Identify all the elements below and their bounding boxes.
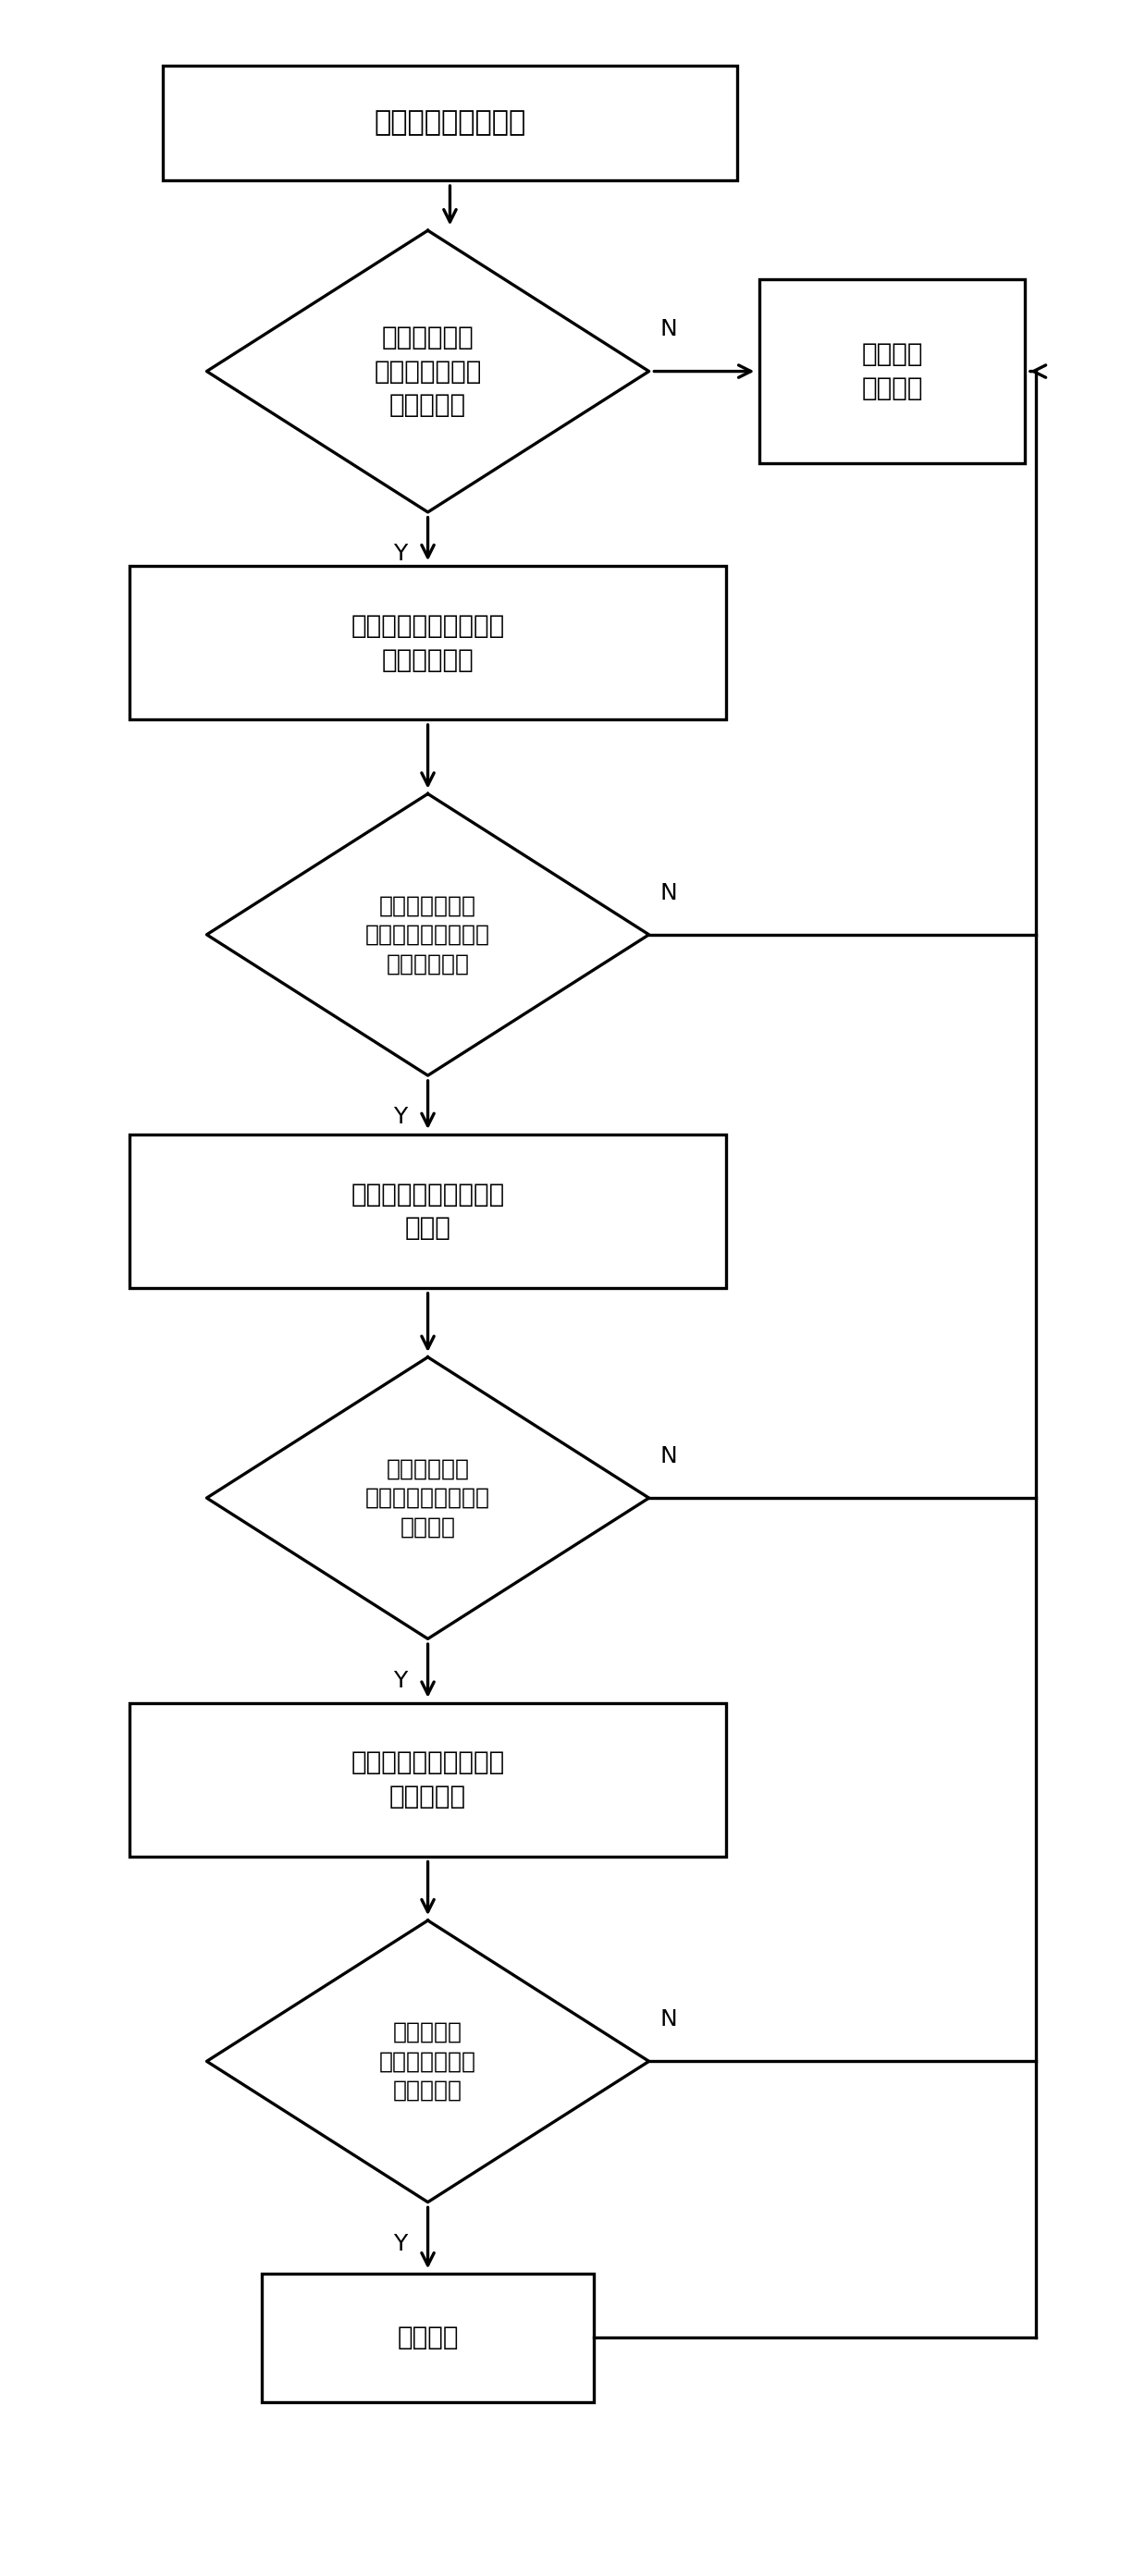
Polygon shape bbox=[206, 793, 649, 1074]
Text: 是否有允许等待
剩余时间排序相同的
不同批次货品: 是否有允许等待 剩余时间排序相同的 不同批次货品 bbox=[365, 894, 490, 974]
Polygon shape bbox=[206, 1922, 649, 2202]
Text: N: N bbox=[660, 881, 677, 904]
Text: 对扫描排序检查计算: 对扫描排序检查计算 bbox=[374, 111, 526, 137]
Polygon shape bbox=[206, 1358, 649, 1638]
FancyBboxPatch shape bbox=[129, 1133, 726, 1288]
Text: Y: Y bbox=[393, 2233, 407, 2254]
Text: 按照允许等待剩余时间
从小到大排序: 按照允许等待剩余时间 从小到大排序 bbox=[351, 613, 504, 672]
Text: 得到最终
扫描排序: 得到最终 扫描排序 bbox=[861, 343, 923, 402]
Text: N: N bbox=[660, 319, 677, 340]
FancyBboxPatch shape bbox=[129, 567, 726, 719]
Polygon shape bbox=[206, 229, 649, 513]
Text: 随机排序: 随机排序 bbox=[397, 2326, 458, 2352]
Text: 是否有已等待
时间排序相同的不同
批次货品: 是否有已等待 时间排序相同的不同 批次货品 bbox=[365, 1458, 490, 1538]
Text: Y: Y bbox=[393, 1669, 407, 1692]
Text: 是否有同一类
别的不同批次货
品排序相同: 是否有同一类 别的不同批次货 品排序相同 bbox=[374, 325, 482, 417]
Text: 按照批次内货品数量由
多到少排序: 按照批次内货品数量由 多到少排序 bbox=[351, 1749, 504, 1808]
FancyBboxPatch shape bbox=[760, 278, 1025, 464]
FancyBboxPatch shape bbox=[163, 64, 738, 180]
Text: 是否有批次
内货品数量排序
相同的货品: 是否有批次 内货品数量排序 相同的货品 bbox=[379, 2022, 476, 2102]
Text: 按照已等待时间从长到
短排序: 按照已等待时间从长到 短排序 bbox=[351, 1182, 504, 1242]
Text: N: N bbox=[660, 2009, 677, 2030]
Text: Y: Y bbox=[393, 544, 407, 564]
Text: N: N bbox=[660, 1445, 677, 1468]
FancyBboxPatch shape bbox=[129, 1703, 726, 1857]
FancyBboxPatch shape bbox=[262, 2275, 594, 2401]
Text: Y: Y bbox=[393, 1105, 407, 1128]
